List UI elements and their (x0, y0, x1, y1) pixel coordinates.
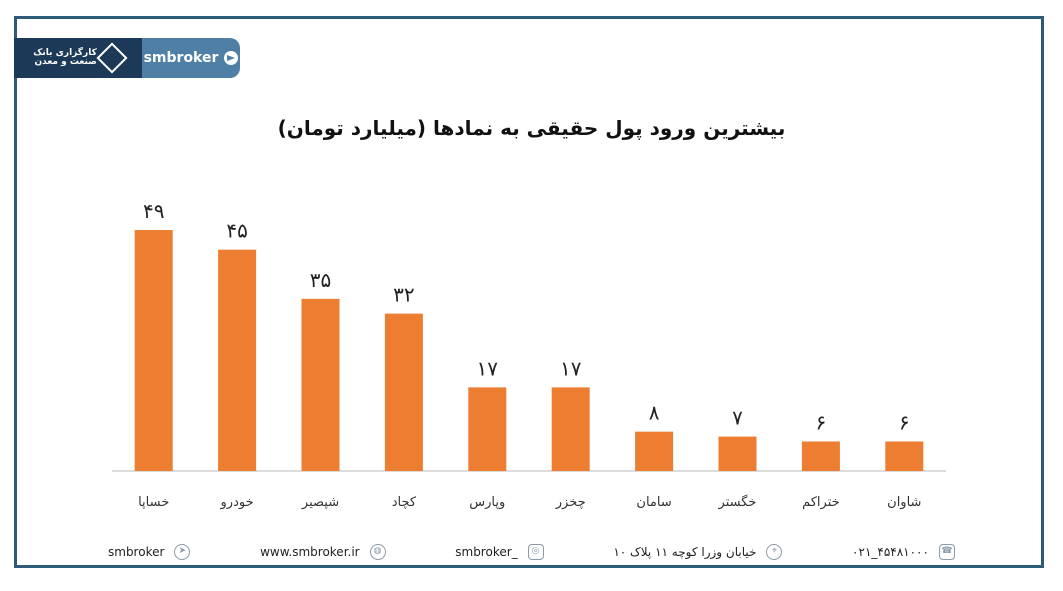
data-label-3: ۳۲ (393, 283, 414, 307)
data-label-1: ۴۵ (226, 219, 247, 243)
bar-0 (134, 230, 173, 471)
instagram-icon: ◎ (527, 544, 544, 560)
globe-icon: ◍ (369, 544, 386, 560)
bar-7 (718, 436, 757, 471)
category-label-8: ختراکم (802, 495, 840, 510)
bar-4 (468, 387, 507, 471)
footer-address: خیابان وزرا کوچه ۱۱ پلاک ۱۰ ⌖ (613, 544, 783, 560)
category-label-1: خودرو (220, 495, 254, 510)
category-label-3: کچاد (392, 495, 417, 510)
broker-logo: کارگزاری بانک صنعت و معدن (14, 38, 142, 78)
data-label-9: ۶ (899, 410, 910, 434)
footer: smbroker ➤ www.smbroker.ir ◍ smbroker_ ◎… (108, 540, 955, 564)
category-label-9: شاوان (887, 495, 921, 510)
telegram-handle: smbroker (143, 50, 219, 66)
chart-title: بیشترین ورود پول حقیقی به نمادها (میلیار… (277, 116, 786, 140)
data-label-5: ۱۷ (560, 356, 582, 380)
location-pin-icon: ⌖ (766, 544, 783, 560)
bar-3 (384, 313, 423, 471)
telegram-icon: ➤ (174, 544, 191, 560)
data-label-6: ۸ (649, 401, 660, 425)
data-label-4: ۱۷ (477, 356, 499, 380)
brand-banner: کارگزاری بانک صنعت و معدن smbroker (14, 38, 240, 78)
category-label-5: چخزر (555, 495, 586, 510)
footer-telegram[interactable]: smbroker ➤ (108, 544, 191, 560)
logo-text: کارگزاری بانک صنعت و معدن (33, 47, 97, 67)
bar-9 (885, 441, 924, 471)
data-label-7: ۷ (732, 406, 743, 430)
category-label-6: سامان (636, 495, 671, 510)
bar-6 (635, 431, 674, 471)
bar-2 (301, 298, 340, 471)
category-label-7: خگستر (718, 494, 757, 510)
telegram-handle-badge[interactable]: smbroker (142, 38, 240, 78)
bar-8 (801, 441, 840, 471)
footer-website[interactable]: www.smbroker.ir ◍ (260, 544, 386, 560)
data-label-8: ۶ (816, 410, 827, 434)
footer-instagram[interactable]: smbroker_ ◎ (455, 544, 544, 560)
category-label-2: شپصیر (301, 495, 339, 510)
footer-phone: ۰۲۱_۴۵۴۸۱۰۰۰ ☎ (852, 544, 955, 560)
data-label-2: ۳۵ (310, 268, 331, 292)
telegram-icon (224, 51, 239, 65)
phone-icon: ☎ (938, 544, 955, 560)
bar-5 (551, 387, 590, 471)
data-label-0: ۴۹ (143, 199, 164, 223)
bar-1 (218, 249, 257, 471)
category-label-0: خساپا (138, 495, 169, 510)
category-label-4: وپارس (469, 495, 505, 510)
chart-frame (14, 16, 1044, 568)
